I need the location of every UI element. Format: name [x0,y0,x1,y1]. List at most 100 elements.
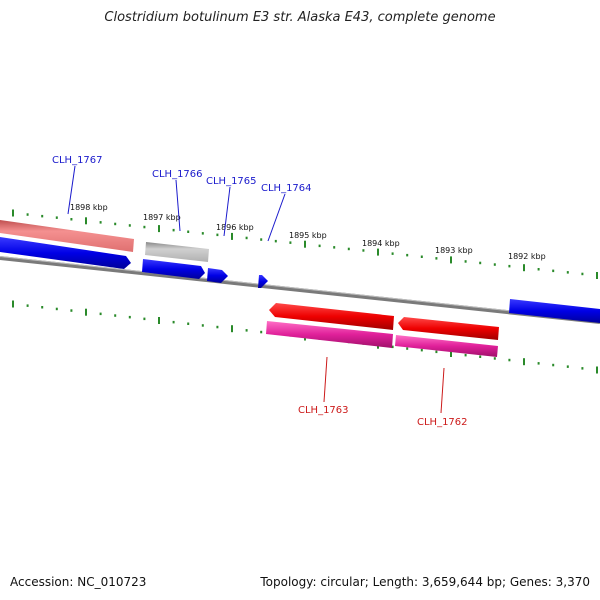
outer-track-major-tick [85,217,87,225]
inner-track-minor-tick [187,322,190,325]
outer-track-minor-tick [420,255,423,258]
outer-track-minor-tick [493,263,496,266]
outer-track-minor-tick [70,218,73,221]
inner-track-minor-tick [464,353,467,357]
gene-label-clh-1764[interactable]: CLH_1764 [261,183,312,194]
outer-track-minor-tick [114,222,117,226]
outer-track-minor-tick [187,230,190,233]
outer-track-minor-tick [143,225,146,229]
tick-label-1897: 1897 kbp [143,213,181,222]
inner-track-minor-tick [70,309,73,312]
outer-track-minor-tick [318,244,321,248]
genome-summary-text: Topology: circular; Length: 3,659,644 bp… [260,575,590,589]
outer-track-major-tick [158,225,160,233]
outer-track-minor-tick [537,268,540,271]
inner-track-major-tick [12,300,14,308]
gene-label-clh-1766[interactable]: CLH_1766 [152,169,203,180]
outer-track-minor-tick [274,239,277,243]
gene-label-clh-1762[interactable]: CLH_1762 [417,417,468,428]
inner-track-minor-tick [143,317,146,321]
gene-label-clh-1767[interactable]: CLH_1767 [52,155,103,166]
inner-track-minor-tick [406,347,409,350]
gene-clh-1763-rna[interactable] [266,321,393,348]
gene-clh-1766-pseudo[interactable] [145,242,209,262]
gene-label-clh-1765[interactable]: CLH_1765 [206,176,257,187]
outer-track-minor-tick [333,246,336,249]
gene-label-clh-1763[interactable]: CLH_1763 [298,405,349,416]
inner-track-minor-tick [26,304,29,307]
inner-track-minor-tick [128,315,131,319]
outer-track-major-tick [231,232,233,240]
outer-track-minor-tick [362,249,365,252]
outer-track-minor-tick [435,257,438,260]
gene-clh-1762-rna[interactable] [395,335,498,357]
map-title: Clostridium botulinum E3 str. Alaska E43… [104,10,496,25]
outer-track-minor-tick [464,260,467,263]
inner-track-minor-tick [537,362,540,365]
gene-clh-1764-cds[interactable] [258,275,268,288]
inner-track-minor-tick [216,325,219,329]
inner-track-minor-tick [508,358,511,362]
tick-label-1895: 1895 kbp [289,231,327,240]
inner-track-minor-tick [201,324,204,327]
outer-track-major-tick [523,264,525,272]
outer-track-minor-tick [391,252,394,255]
inner-track-minor-tick [114,314,117,317]
leader-line-clh-1767 [67,165,76,215]
outer-track-minor-tick [99,221,102,224]
inner-track-minor-tick [552,363,555,367]
leader-line-clh-1765 [223,186,231,237]
outer-track-minor-tick [260,238,263,241]
outer-track-minor-tick [26,213,29,216]
outer-track-minor-tick [172,228,175,232]
leader-line-clh-1762 [440,367,445,414]
outer-track-minor-tick [201,232,204,235]
outer-track-minor-tick [508,264,511,268]
tick-label-1894: 1894 kbp [362,239,400,248]
inner-track-minor-tick [172,320,175,324]
outer-track-minor-tick [128,224,131,227]
gene-clh-1765-cds[interactable] [207,268,228,283]
inner-track-minor-tick [581,367,584,370]
tick-label-1896: 1896 kbp [216,223,254,232]
gene-clh-1762-cds[interactable] [398,317,499,340]
inner-track-minor-tick [55,307,58,311]
outer-track-minor-tick [289,241,292,244]
outer-track-major-tick [304,240,306,248]
inner-track-minor-tick [260,330,263,334]
inner-track-major-tick [231,325,233,333]
outer-track-minor-tick [245,236,248,240]
inner-track-minor-tick [99,312,102,316]
genome-backbone [0,256,600,324]
inner-track-major-tick [596,366,598,374]
gene-clh-1767-pseudo[interactable] [0,220,134,252]
inner-track-major-tick [85,308,87,316]
inner-track-minor-tick [41,306,44,309]
outer-track-minor-tick [347,247,350,251]
outer-tick-track [12,209,598,279]
outer-track-minor-tick [41,214,44,218]
accession-text: Accession: NC_010723 [10,575,147,589]
gene-forward-right-cds[interactable] [509,299,600,323]
gene-clh-1766-cds[interactable] [142,259,205,279]
inner-track-major-tick [450,350,452,357]
outer-track-major-tick [377,248,379,256]
tick-label-1893: 1893 kbp [435,246,473,255]
inner-track-minor-tick [435,350,438,354]
genome-backbone-highlight [0,256,600,321]
leader-line-clh-1764 [267,193,286,242]
gene-clh-1767-cds[interactable] [0,237,131,269]
gene-clh-1763-cds[interactable] [269,303,394,330]
inner-track-minor-tick [391,345,394,349]
inner-track-minor-tick [245,329,248,332]
leader-line-clh-1766 [175,179,181,232]
inner-track-minor-tick [479,355,482,358]
inner-track-major-tick [523,358,525,366]
outer-track-major-tick [596,272,598,279]
outer-track-minor-tick [552,269,555,273]
inner-track-minor-tick [420,348,423,352]
outer-track-major-tick [12,209,14,217]
inner-track-minor-tick [566,365,569,368]
outer-track-minor-tick [406,253,409,257]
